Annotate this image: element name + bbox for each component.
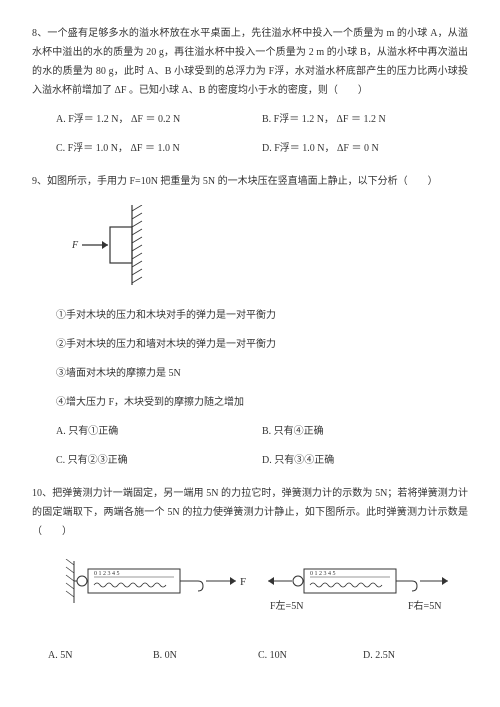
q9-option-c: C. 只有②③正确 [56, 451, 262, 470]
question-10: 10、把弹簧测力计一端固定，另一端用 5N 的力拉它时，弹簧测力计的示数为 5N… [32, 484, 468, 665]
q10-option-d: D. 2.5N [363, 646, 468, 665]
svg-text:0 1 2 3 4 5: 0 1 2 3 4 5 [94, 571, 120, 577]
q9-option-a: A. 只有①正确 [56, 422, 262, 441]
q9-statements: ①手对木块的压力和木块对手的弹力是一对平衡力 ②手对木块的压力和墙对木块的弹力是… [32, 306, 468, 412]
q9-diagram: F [72, 205, 468, 292]
q8-option-c: C. F浮＝ 1.0 N， ΔF ＝ 1.0 N [56, 139, 262, 158]
q10-option-a: A. 5N [48, 646, 153, 665]
q8-options-row1: A. F浮＝ 1.2 N， ΔF ＝ 0.2 N B. F浮＝ 1.2 N， Δ… [32, 110, 468, 129]
question-8: 8、一个盛有足够多水的溢水杯放在水平桌面上，先往溢水杯中投入一个质量为 m 的小… [32, 24, 468, 158]
q10-label-fl: F左=5N [270, 599, 303, 612]
q10-label-f: F [240, 576, 246, 588]
svg-text:F: F [72, 240, 79, 251]
q8-option-b: B. F浮＝ 1.2 N， ΔF ＝ 1.2 N [262, 110, 468, 129]
q8-option-d: D. F浮＝ 1.0 N， ΔF ＝ 0 N [262, 139, 468, 158]
q10-label-fr: F右=5N [408, 599, 441, 612]
q9-s2: ②手对木块的压力和墙对木块的弹力是一对平衡力 [56, 335, 468, 354]
q9-s3: ③墙面对木块的摩擦力是 5N [56, 364, 468, 383]
q8-options-row2: C. F浮＝ 1.0 N， ΔF ＝ 1.0 N D. F浮＝ 1.0 N， Δ… [32, 139, 468, 158]
q10-option-b: B. 0N [153, 646, 258, 665]
q8-text: 8、一个盛有足够多水的溢水杯放在水平桌面上，先往溢水杯中投入一个质量为 m 的小… [32, 24, 468, 100]
q9-s4: ④增大压力 F，木块受到的摩擦力随之增加 [56, 393, 468, 412]
q9-options-row1: A. 只有①正确 B. 只有④正确 [32, 422, 468, 441]
q9-options-row2: C. 只有②③正确 D. 只有③④正确 [32, 451, 468, 470]
q9-s1: ①手对木块的压力和木块对手的弹力是一对平衡力 [56, 306, 468, 325]
q9-text: 9、如图所示，手用力 F=10N 把重量为 5N 的一木块压在竖直墙面上静止，以… [32, 172, 468, 191]
svg-text:0 1 2 3 4 5: 0 1 2 3 4 5 [310, 571, 336, 577]
wall-block-icon: F [72, 205, 162, 285]
q9-option-b: B. 只有④正确 [262, 422, 468, 441]
q10-options: A. 5N B. 0N C. 10N D. 2.5N [32, 646, 468, 665]
q9-option-d: D. 只有③④正确 [262, 451, 468, 470]
q8-option-a: A. F浮＝ 1.2 N， ΔF ＝ 0.2 N [56, 110, 262, 129]
q10-option-c: C. 10N [258, 646, 363, 665]
question-9: 9、如图所示，手用力 F=10N 把重量为 5N 的一木块压在竖直墙面上静止，以… [32, 172, 468, 470]
spring-scale-icon: 0 1 2 3 4 5 F 0 1 2 3 4 5 [60, 559, 460, 621]
q10-text: 10、把弹簧测力计一端固定，另一端用 5N 的力拉它时，弹簧测力计的示数为 5N… [32, 484, 468, 541]
q10-diagram: 0 1 2 3 4 5 F 0 1 2 3 4 5 [60, 559, 468, 628]
